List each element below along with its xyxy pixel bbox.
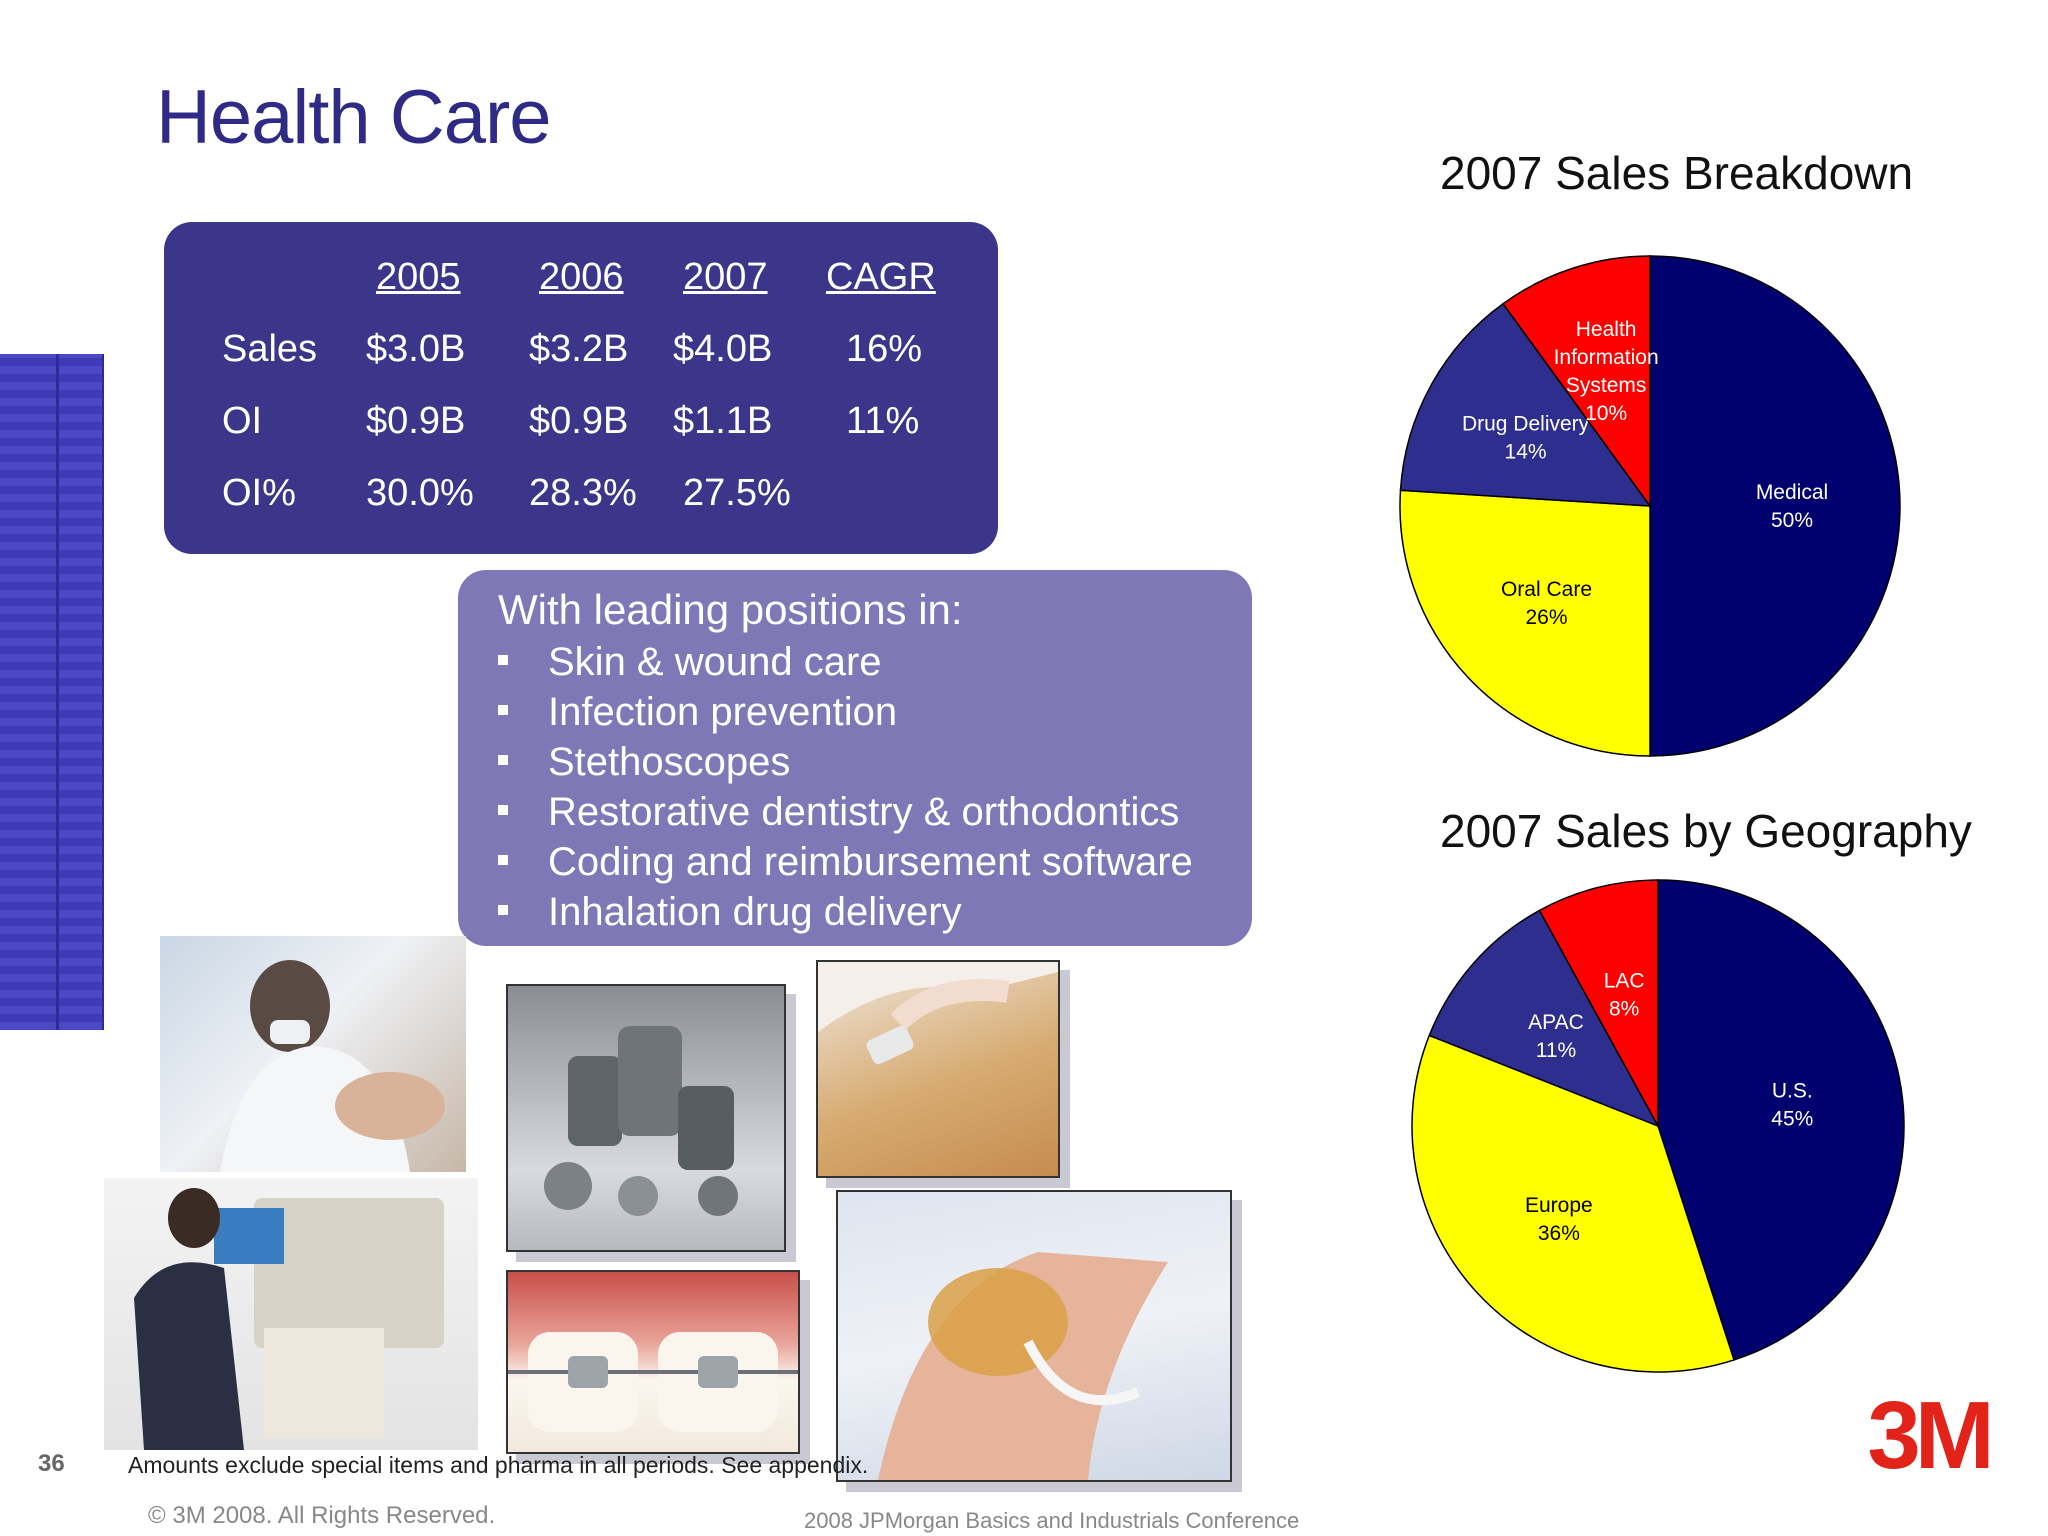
col-header-cagr: CAGR (826, 256, 936, 298)
list-item: Stethoscopes (498, 740, 790, 785)
sales-2007: $4.0B (673, 328, 773, 370)
list-item: Inhalation drug delivery (498, 890, 962, 935)
pie-label-europe: Europe 36% (1525, 1194, 1593, 1245)
row-label-oi-percent: OI% (222, 472, 296, 514)
3m-logo: 3M (1867, 1396, 1994, 1476)
pie-slice-drug-delivery (1399, 302, 1652, 507)
pie-label-drug-delivery: Drug Delivery 14% (1462, 413, 1590, 464)
coding-software-photo (104, 1178, 478, 1450)
side-decoration (0, 354, 104, 1030)
oi-2006: $0.9B (529, 400, 629, 442)
footnote: Amounts exclude special items and pharma… (128, 1452, 869, 1478)
col-header-2007: 2007 (683, 256, 768, 298)
leading-positions-title: With leading positions in: (498, 586, 963, 633)
bullet-icon (498, 905, 508, 916)
pie-slice-u-s- (1657, 879, 1905, 1361)
pie-label-medical: Medical 50% (1756, 481, 1828, 532)
pie-label-health: Health Information Systems 10% (1554, 318, 1659, 425)
row-label-oi: OI (222, 400, 263, 442)
bullet-icon (498, 655, 508, 666)
skin-prep-photo (816, 960, 1060, 1178)
oi-2005: $0.9B (366, 400, 466, 442)
list-item: Skin & wound care (498, 640, 882, 685)
page-number: 36 (38, 1450, 65, 1477)
conference-name: 2008 JPMorgan Basics and Industrials Con… (804, 1508, 1300, 1533)
pie-label-u-s-: U.S. 45% (1771, 1080, 1813, 1131)
oi-percent-2005: 30.0% (366, 472, 474, 514)
pie-slice-medical (1649, 255, 1901, 757)
oi-2007: $1.1B (673, 400, 773, 442)
oi-percent-2006: 28.3% (529, 472, 637, 514)
slide-title: Health Care (156, 75, 552, 160)
pie-slice-health (1502, 255, 1651, 509)
sales-2006: $3.2B (529, 328, 629, 370)
pie-label-apac: APAC 11% (1528, 1011, 1584, 1062)
pie-label-lac: LAC 8% (1604, 969, 1645, 1020)
iv-dressing-photo (836, 1190, 1232, 1482)
bullet-icon (498, 805, 508, 816)
chart-title-sales-breakdown: 2007 Sales Breakdown (1440, 147, 1914, 199)
col-header-2005: 2005 (376, 256, 461, 298)
list-item: Coding and reimbursement software (498, 840, 1193, 885)
stethoscope-parts-photo (506, 984, 786, 1252)
pie-chart-sales-geography: U.S. 45% Europe 36% APAC 11% LAC 8% (1411, 879, 1905, 1373)
oi-percent-2007: 27.5% (683, 472, 791, 514)
sales-cagr: 16% (846, 328, 923, 370)
bullet-icon (498, 705, 508, 716)
col-header-2006: 2006 (539, 256, 624, 298)
dentist-photo (160, 936, 466, 1172)
pie-slice-europe (1411, 1034, 1735, 1373)
financials-table: 2005 2006 2007 CAGR Sales $3.0B $3.2B $4… (164, 222, 998, 554)
pie-label-oral-care: Oral Care 26% (1501, 578, 1592, 629)
copyright: © 3M 2008. All Rights Reserved. (148, 1502, 496, 1529)
pie-chart-sales-breakdown: Medical 50% Oral Care 26% Drug Delivery 14%He… (1399, 255, 1901, 757)
bullet-icon (498, 855, 508, 866)
leading-positions-box: With leading positions in: Skin & wound … (458, 570, 1252, 946)
orthodontics-photo (506, 1270, 800, 1454)
pie-slice-oral-care (1399, 489, 1651, 757)
svg-text:3M: 3M (1867, 1396, 1988, 1476)
pie-slice-lac (1538, 879, 1659, 1127)
bullet-icon (498, 755, 508, 766)
chart-title-sales-geography: 2007 Sales by Geography (1440, 805, 1972, 857)
list-item: Restorative dentistry & orthodontics (498, 790, 1179, 835)
row-label-sales: Sales (222, 328, 318, 370)
sales-2005: $3.0B (366, 328, 466, 370)
pie-slice-apac (1428, 909, 1660, 1128)
oi-cagr: 11% (846, 400, 920, 442)
list-item: Infection prevention (498, 690, 897, 735)
